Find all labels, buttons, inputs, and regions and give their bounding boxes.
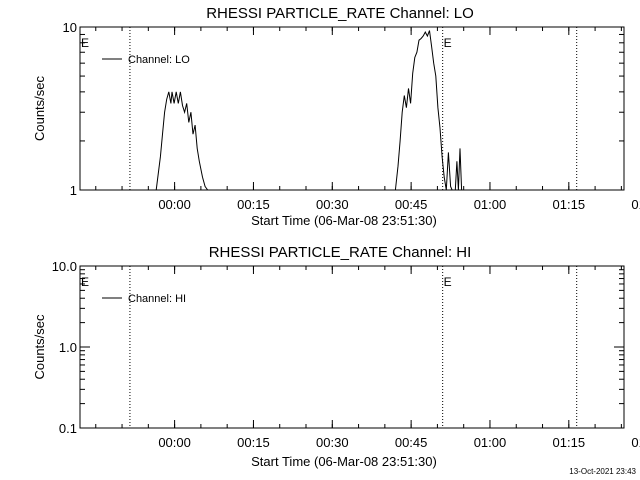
chart-panel-2: RHESSI PARTICLE_RATE Channel: HI Counts/s… <box>32 244 640 469</box>
x-tick-label: 00:30 <box>316 197 349 212</box>
x-tick-label: 00:00 <box>158 197 191 212</box>
event-marker: E <box>81 275 89 289</box>
chart-title: RHESSI PARTICLE_RATE Channel: LO <box>206 5 474 22</box>
x-tick-label: 01:30 <box>631 435 640 450</box>
x-tick-label: 01:30 <box>631 197 640 212</box>
y-tick-label: 1 <box>70 183 77 198</box>
x-tick-label: 00:15 <box>237 435 270 450</box>
y-tick-label: 1.0 <box>59 340 77 355</box>
y-tick-label: 10 <box>63 20 77 35</box>
x-tick-label: 00:30 <box>316 435 349 450</box>
x-tick-label: 00:00 <box>158 435 191 450</box>
plot-frame <box>79 26 625 191</box>
event-marker: E <box>444 36 452 50</box>
legend-entry: Channel: LO <box>128 54 190 66</box>
y-tick-label: 10.0 <box>52 259 77 274</box>
footer-timestamp: 13-Oct-2021 23:43 <box>569 467 636 476</box>
chart-panel-1: RHESSI PARTICLE_RATE Channel: LO Counts/s… <box>32 5 640 228</box>
x-tick-label: 01:00 <box>474 435 507 450</box>
plot-frame <box>79 265 625 429</box>
series-line <box>155 91 209 191</box>
x-tick-label: 00:45 <box>395 197 428 212</box>
y-tick-label: 0.1 <box>59 421 77 436</box>
x-tick-label: 01:00 <box>474 197 507 212</box>
x-tick-label: 01:15 <box>553 435 586 450</box>
legend-entry: Channel: HI <box>128 293 186 305</box>
y-axis-label: Counts/sec <box>32 75 47 141</box>
x-axis-label: Start Time (06-Mar-08 23:51:30) <box>251 213 437 228</box>
x-axis-label: Start Time (06-Mar-08 23:51:30) <box>251 454 437 469</box>
series-line <box>394 30 463 191</box>
y-axis-label: Counts/sec <box>32 314 47 380</box>
event-marker: E <box>81 36 89 50</box>
event-marker: E <box>444 275 452 289</box>
x-tick-label: 00:15 <box>237 197 270 212</box>
x-tick-label: 01:15 <box>553 197 586 212</box>
chart-title: RHESSI PARTICLE_RATE Channel: HI <box>209 244 472 261</box>
x-tick-label: 00:45 <box>395 435 428 450</box>
